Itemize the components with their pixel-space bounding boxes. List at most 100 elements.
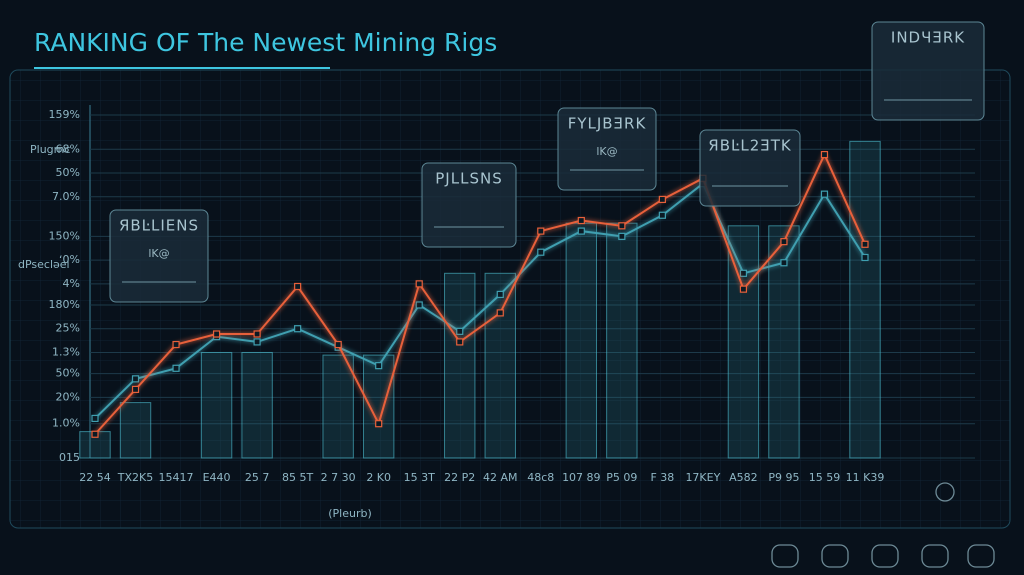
x-tick-label: 15 3T [404,471,435,484]
y-tick-label: 159% [49,108,80,121]
point-marker [131,375,140,383]
x-tick-label: TX2K5 [117,471,153,484]
y-tick-label: 50% [56,166,80,179]
callout-title: ЯBĿLIENS [119,217,199,235]
point-marker [618,232,626,240]
line-series [94,182,866,420]
x-tick-label: 15 59 [809,471,841,484]
x-tick-label: 17KEY [685,471,720,484]
point-marker [253,330,261,338]
x-axis-title: (Pleurb) [328,507,372,520]
point-marker [334,340,342,349]
x-tick-label: 85 5T [282,471,313,484]
point-marker [820,150,829,159]
point-marker [91,414,99,423]
callout: ЯBĿL2ƎTK [699,129,801,207]
y-tick-label: 25% [56,322,80,335]
x-tick-label: 15417 [159,471,194,484]
point-marker [456,327,464,335]
y-tick-label: 7.0% [52,190,80,203]
y-tick-label: 015 [59,451,80,464]
x-tick-label: F 38 [650,471,674,484]
callout: PJLLSNS [421,162,517,248]
bar [119,402,152,459]
point-marker [172,340,180,349]
point-marker [618,222,626,230]
y-tick-label: 68% [56,142,80,155]
callout-text: lK@ [596,145,617,158]
tool-button[interactable] [921,544,949,568]
bar [849,140,881,459]
point-marker [577,216,585,225]
point-marker [375,362,383,370]
y-tick-label: 20% [56,390,80,403]
tool-button[interactable] [967,544,995,568]
bar [322,354,354,459]
y-tick-label: 180% [49,298,80,311]
bar [484,272,516,459]
point-marker [739,285,748,293]
x-tick-label: 42 AM [483,471,518,484]
callout: INDЧƎRK [871,21,985,121]
x-tick-label: 22 P2 [444,471,475,484]
callout-text: lK@ [148,247,169,260]
toolbar [771,482,995,568]
point-marker [658,211,666,219]
point-marker [537,248,545,256]
y-tick-label: 150% [49,229,80,242]
point-marker [294,325,302,333]
callout-box [109,209,209,303]
x-tick-label: P9 95 [768,471,799,484]
y-axis-title: Plugmc [30,143,70,156]
line-series [94,152,866,435]
x-tick-label: 2 7 30 [321,471,356,484]
bar [444,272,476,459]
bar [200,351,233,459]
point-marker [415,301,423,309]
x-tick-label: 11 K39 [846,471,885,484]
point-marker [496,309,504,317]
x-tick-label: 107 89 [562,471,601,484]
callout-title: INDЧƎRK [891,29,965,47]
x-tick-label: 22 54 [79,471,111,484]
y-tick-label: 1.3% [52,345,80,358]
point-marker [820,190,829,198]
chart-title: RANKING OF The Newest Mining Rigs [34,28,497,57]
bar [606,222,638,459]
callout-box [699,129,801,207]
x-tick-label: P5 09 [606,471,637,484]
bar [241,351,273,459]
tool-button[interactable] [771,544,799,568]
y-tick-label: 50% [56,367,80,380]
y-axis-title-2: dPsecləel [18,258,70,271]
point-marker [780,238,788,246]
point-marker [780,259,788,267]
callout-title: FYLJBƎRK [568,115,647,133]
tool-button[interactable] [821,544,849,568]
point-marker [537,227,545,235]
point-marker [577,227,585,235]
bar [362,354,395,459]
point-marker [375,420,383,428]
point-marker [861,240,869,248]
x-tick-label: A582 [729,471,758,484]
x-tick-label: E440 [203,471,231,484]
point-marker [739,269,748,277]
tool-button[interactable] [871,544,899,568]
nav-icon[interactable] [935,482,955,502]
callout: FYLJBƎRK lK@ [557,107,657,191]
x-tick-label: 25 7 [245,471,270,484]
point-marker [91,430,99,438]
point-marker [415,280,423,288]
y-tick-label: 1.0% [52,417,80,430]
callout-title: PJLLSNS [435,170,502,188]
callout-box [871,21,985,121]
point-marker [172,364,180,372]
callout-box [421,162,517,248]
x-tick-label: 2 K0 [366,471,391,484]
point-marker [496,290,504,299]
point-marker [658,195,666,204]
x-tick-label: 48c8 [527,471,554,484]
